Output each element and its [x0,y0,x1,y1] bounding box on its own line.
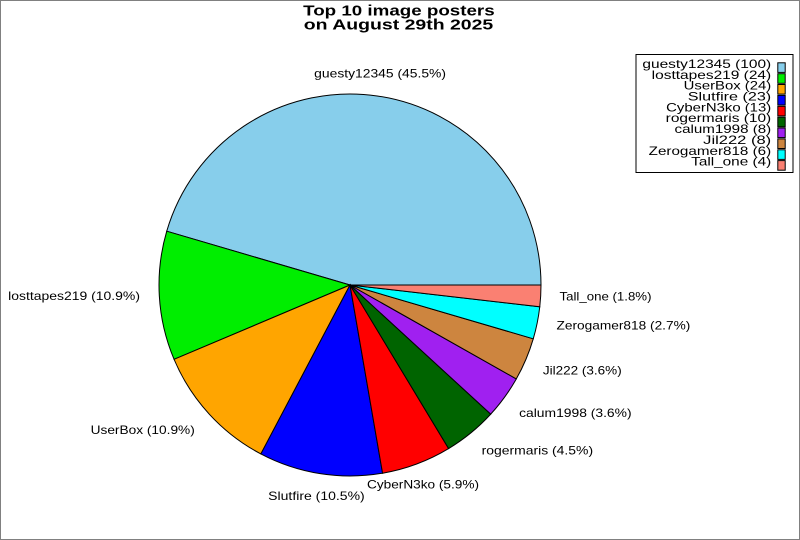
svg-text:UserBox (24): UserBox (24) [684,79,772,93]
svg-text:calum1998 (3.6%): calum1998 (3.6%) [519,406,632,420]
svg-text:Jil222 (3.6%): Jil222 (3.6%) [543,364,622,378]
svg-text:Slutfire (23): Slutfire (23) [688,90,771,104]
svg-text:guesty12345 (45.5%): guesty12345 (45.5%) [314,67,446,81]
svg-text:Zerogamer818 (2.7%): Zerogamer818 (2.7%) [557,319,691,333]
svg-text:Zerogamer818 (6): Zerogamer818 (6) [649,144,772,158]
svg-text:Slutfire (10.5%): Slutfire (10.5%) [268,489,365,503]
svg-text:losttapes219 (24): losttapes219 (24) [652,68,772,82]
svg-text:Tall_one (4): Tall_one (4) [691,155,771,169]
svg-text:Top 10 image posters: Top 10 image posters [303,2,495,19]
svg-text:losttapes219 (10.9%): losttapes219 (10.9%) [8,289,140,303]
svg-text:UserBox (10.9%): UserBox (10.9%) [91,423,195,437]
svg-text:rogermaris (10): rogermaris (10) [666,111,772,125]
svg-text:on August 29th 2025: on August 29th 2025 [304,16,494,33]
svg-text:CyberN3ko (13): CyberN3ko (13) [666,100,771,114]
svg-text:Tall_one (1.8%): Tall_one (1.8%) [560,290,652,304]
svg-text:calum1998 (8): calum1998 (8) [675,122,772,136]
svg-text:rogermaris (4.5%): rogermaris (4.5%) [482,444,593,458]
svg-text:guesty12345 (100): guesty12345 (100) [642,57,771,71]
svg-text:CyberN3ko (5.9%): CyberN3ko (5.9%) [367,478,479,492]
svg-text:Jil222 (8): Jil222 (8) [703,133,771,147]
